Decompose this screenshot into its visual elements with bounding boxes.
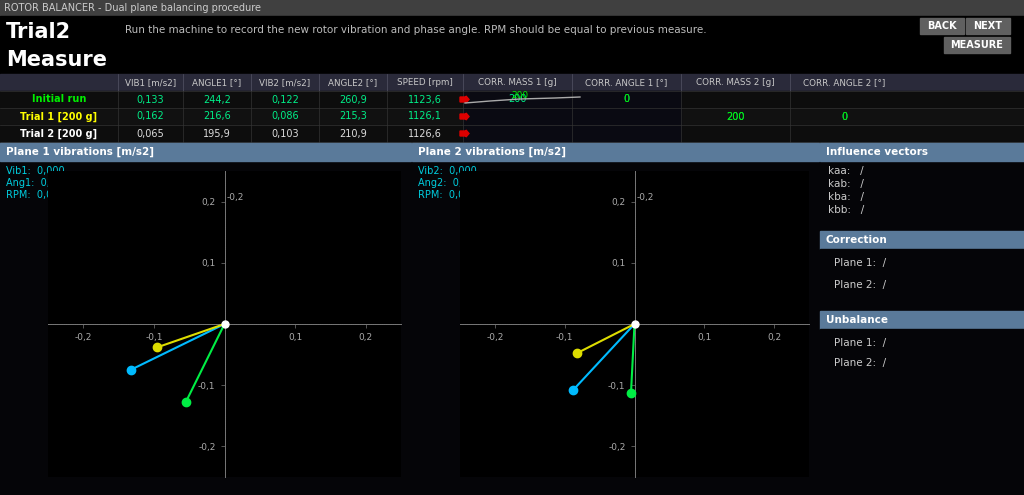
- Text: -0,2: -0,2: [637, 193, 654, 201]
- Text: 0: 0: [624, 95, 630, 104]
- Bar: [463, 91, 681, 142]
- Text: -0,2: -0,2: [226, 193, 244, 201]
- Text: 0,133: 0,133: [136, 95, 164, 104]
- Text: SPEED [rpm]: SPEED [rpm]: [397, 78, 453, 87]
- Text: MEASURE: MEASURE: [950, 40, 1004, 50]
- Text: RPM:  0,0: RPM: 0,0: [418, 190, 464, 200]
- Bar: [820, 143, 1024, 161]
- Text: RPM:  0,0: RPM: 0,0: [6, 190, 52, 200]
- Bar: [0, 143, 411, 495]
- Bar: [412, 143, 819, 161]
- Text: 1126,1: 1126,1: [408, 111, 442, 121]
- Text: Plane 1:  /: Plane 1: /: [834, 338, 886, 348]
- Bar: [0, 108, 1024, 125]
- Text: 0: 0: [624, 95, 630, 104]
- Bar: [966, 18, 1010, 34]
- Text: CORR. ANGLE 1 [°]: CORR. ANGLE 1 [°]: [586, 78, 668, 87]
- Text: ANGLE2 [°]: ANGLE2 [°]: [329, 78, 378, 87]
- Text: Initial run: Initial run: [32, 95, 86, 104]
- Text: kba:   /: kba: /: [828, 192, 864, 202]
- Text: 0: 0: [842, 111, 848, 121]
- Text: Trial2: Trial2: [6, 22, 71, 42]
- Text: BACK: BACK: [927, 21, 956, 31]
- Text: 183,5: 183,5: [722, 146, 750, 155]
- Text: 0: 0: [842, 111, 848, 121]
- Text: 200: 200: [726, 111, 744, 121]
- Bar: [820, 329, 1024, 384]
- Text: Plane 1:  /: Plane 1: /: [834, 258, 886, 268]
- Text: 0,122: 0,122: [271, 95, 299, 104]
- FancyArrow shape: [460, 130, 469, 137]
- Text: Plane 1 vibrations [m/s2]: Plane 1 vibrations [m/s2]: [6, 147, 154, 157]
- Text: 215,3: 215,3: [339, 111, 367, 121]
- Text: Unbalance: Unbalance: [826, 315, 888, 325]
- Text: Ang2:  0,0: Ang2: 0,0: [418, 178, 468, 188]
- Text: 200: 200: [726, 111, 744, 121]
- Bar: [0, 143, 411, 161]
- Text: VIB1 [m/s2]: VIB1 [m/s2]: [125, 78, 176, 87]
- Text: kbb:   /: kbb: /: [828, 205, 864, 215]
- Text: CORR. ANGLE 2 [°]: CORR. ANGLE 2 [°]: [803, 78, 886, 87]
- Text: Run the machine to record the new rotor vibration and phase angle. RPM should be: Run the machine to record the new rotor …: [125, 25, 707, 35]
- Text: 200: 200: [511, 92, 528, 100]
- Text: Influence vectors: Influence vectors: [826, 147, 928, 157]
- Text: 0,162: 0,162: [136, 111, 165, 121]
- Text: Plane 2:  /: Plane 2: /: [834, 358, 886, 368]
- Text: Vib1:  0,000: Vib1: 0,000: [6, 166, 65, 176]
- Text: NEXT: NEXT: [974, 21, 1002, 31]
- Text: 1123,6: 1123,6: [408, 95, 442, 104]
- Bar: [0, 74, 1024, 91]
- Text: 200: 200: [508, 95, 526, 104]
- Bar: [820, 311, 1024, 329]
- Text: Correction: Correction: [826, 235, 888, 245]
- Text: Plane 2 vibrations [m/s2]: Plane 2 vibrations [m/s2]: [418, 147, 566, 157]
- Text: 0,065: 0,065: [136, 129, 165, 139]
- Bar: [0, 142, 1024, 159]
- Text: Ang1:  0,0: Ang1: 0,0: [6, 178, 56, 188]
- Bar: [820, 249, 1024, 309]
- Text: 324,5: 324,5: [830, 146, 858, 155]
- Text: ANGLE1 [°]: ANGLE1 [°]: [193, 78, 242, 87]
- Text: VIB2 [m/s2]: VIB2 [m/s2]: [259, 78, 310, 87]
- Text: kab:   /: kab: /: [828, 179, 864, 189]
- Text: ROTOR BALANCER - Dual plane balancing procedure: ROTOR BALANCER - Dual plane balancing pr…: [4, 3, 261, 13]
- Bar: [0, 0, 1024, 16]
- Text: 0,103: 0,103: [271, 129, 299, 139]
- Bar: [0, 16, 1024, 74]
- Bar: [820, 231, 1024, 249]
- Bar: [920, 18, 964, 34]
- Text: CORR. MASS 2 [g]: CORR. MASS 2 [g]: [696, 78, 775, 87]
- Text: 260,9: 260,9: [339, 95, 367, 104]
- Text: 210,9: 210,9: [339, 129, 367, 139]
- Text: 244,2: 244,2: [203, 95, 231, 104]
- Text: CORR. MASS 1 [g]: CORR. MASS 1 [g]: [478, 78, 557, 87]
- Bar: [412, 143, 819, 495]
- Text: Measure: Measure: [6, 50, 106, 70]
- Bar: [944, 37, 1010, 53]
- FancyArrow shape: [460, 96, 469, 103]
- Text: 1126,6: 1126,6: [408, 129, 442, 139]
- Text: Trial 2 [200 g]: Trial 2 [200 g]: [20, 128, 97, 139]
- FancyArrow shape: [460, 113, 469, 120]
- Text: 195,9: 195,9: [203, 129, 230, 139]
- Text: Trial 1 [200 g]: Trial 1 [200 g]: [20, 111, 97, 122]
- Text: Plane 2:  /: Plane 2: /: [834, 280, 886, 290]
- Text: 110,4: 110,4: [504, 146, 531, 155]
- Bar: [820, 143, 1024, 495]
- Text: kaa:   /: kaa: /: [828, 166, 863, 176]
- Text: Vib2:  0,000: Vib2: 0,000: [418, 166, 477, 176]
- Bar: [0, 125, 1024, 142]
- Bar: [0, 91, 1024, 108]
- Text: 216,6: 216,6: [203, 111, 230, 121]
- Text: 278,0: 278,0: [612, 146, 640, 155]
- Text: 0,086: 0,086: [271, 111, 299, 121]
